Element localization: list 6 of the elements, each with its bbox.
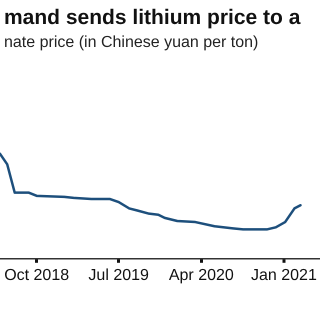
x-tick-label: Jan 2021 [251, 266, 317, 284]
x-tick-label: Oct 2018 [4, 266, 70, 284]
chart-title: mand sends lithium price to a [3, 5, 302, 30]
x-tick-label: Jul 2019 [88, 266, 150, 284]
x-tick-label: Apr 2020 [168, 266, 234, 284]
chart-subtitle: nate price (in Chinese yuan per ton) [3, 33, 260, 52]
